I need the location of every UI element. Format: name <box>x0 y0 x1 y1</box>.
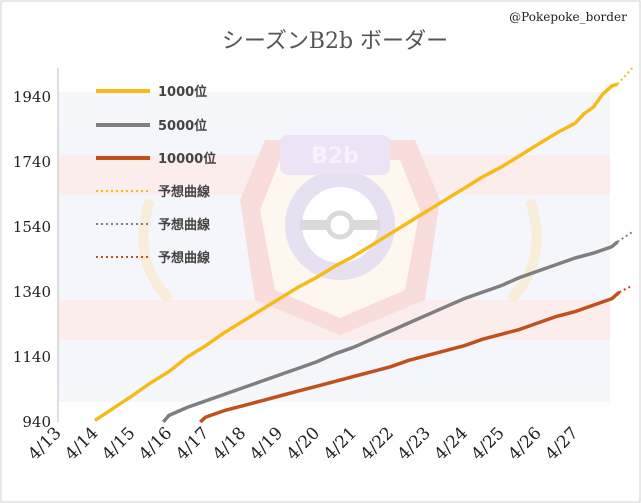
background-emblem <box>58 92 610 402</box>
legend-label-10000: 10000位 <box>158 151 216 167</box>
chart-title: シーズンB2b ボーダー <box>222 29 448 54</box>
series-layer <box>93 67 634 424</box>
y-tick-label: 1740 <box>13 153 51 171</box>
forecast-line-3 <box>616 67 634 85</box>
background-badge-text: B2b <box>311 144 359 169</box>
y-tick-label: 1340 <box>13 283 51 301</box>
legend-label-forecast-10000: 予想曲線 <box>158 250 211 266</box>
chart-legend: 1000位 5000位 10000位 予想曲線 予想曲線 予想曲線 <box>96 84 216 266</box>
watermark-text: @Pokepoke_border <box>509 10 627 24</box>
y-tick-label: 940 <box>22 413 51 431</box>
series-line-0 <box>93 82 619 422</box>
y-tick-label: 1540 <box>13 218 51 236</box>
y-ticks: 940 1140 1340 1540 1740 1940 <box>13 88 51 431</box>
legend-label-forecast-5000: 予想曲線 <box>158 217 211 233</box>
legend-label-1000: 1000位 <box>158 84 207 100</box>
legend-label-forecast-1000: 予想曲線 <box>158 184 211 200</box>
y-tick-label: 1940 <box>13 88 51 106</box>
series-line-1 <box>161 240 619 424</box>
y-tick-label: 1140 <box>13 348 51 366</box>
series-line-2 <box>199 290 621 424</box>
legend-label-5000: 5000位 <box>158 118 207 134</box>
